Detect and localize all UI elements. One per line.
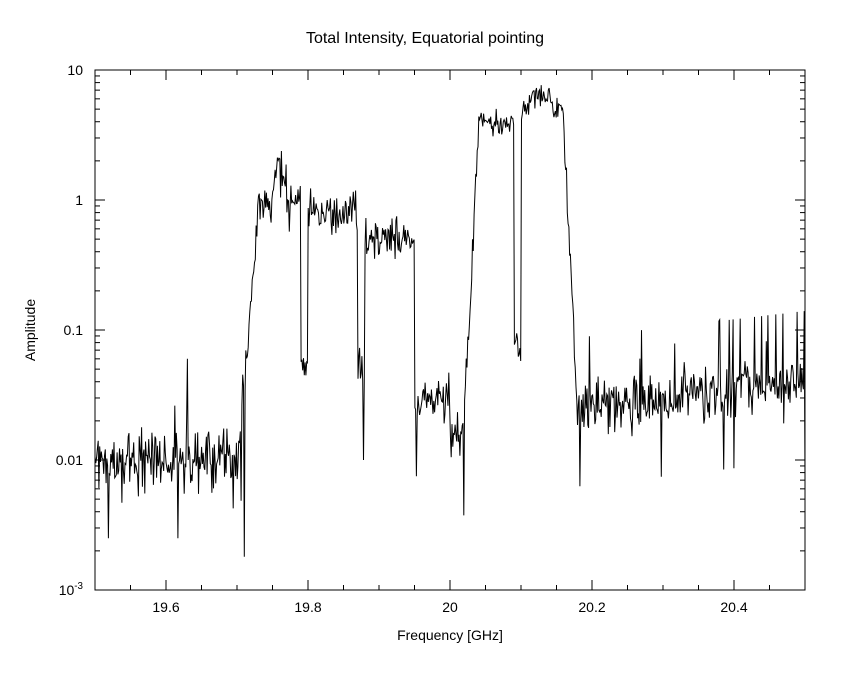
- spectrum-trace: [95, 85, 805, 557]
- svg-text:1: 1: [75, 192, 83, 208]
- svg-text:19.6: 19.6: [152, 599, 179, 615]
- svg-text:10: 10: [67, 62, 83, 78]
- svg-text:Frequency [GHz]: Frequency [GHz]: [397, 627, 503, 643]
- svg-text:0.01: 0.01: [56, 452, 83, 468]
- plot-area: 19.6 19.8 20 20.2 20.4 10-3 0.01 0.1 1 10 Frequenc…: [0, 0, 850, 680]
- svg-text:Amplitude: Amplitude: [22, 299, 38, 361]
- svg-text:10-3: 10-3: [59, 581, 84, 598]
- svg-text:20.2: 20.2: [578, 599, 605, 615]
- svg-text:20: 20: [442, 599, 458, 615]
- chart-title: Total Intensity, Equatorial pointing: [0, 30, 850, 48]
- svg-text:20.4: 20.4: [720, 599, 747, 615]
- chart-container: Total Intensity, Equatorial pointing 19.…: [0, 0, 850, 680]
- svg-text:19.8: 19.8: [294, 599, 321, 615]
- svg-text:0.1: 0.1: [64, 322, 84, 338]
